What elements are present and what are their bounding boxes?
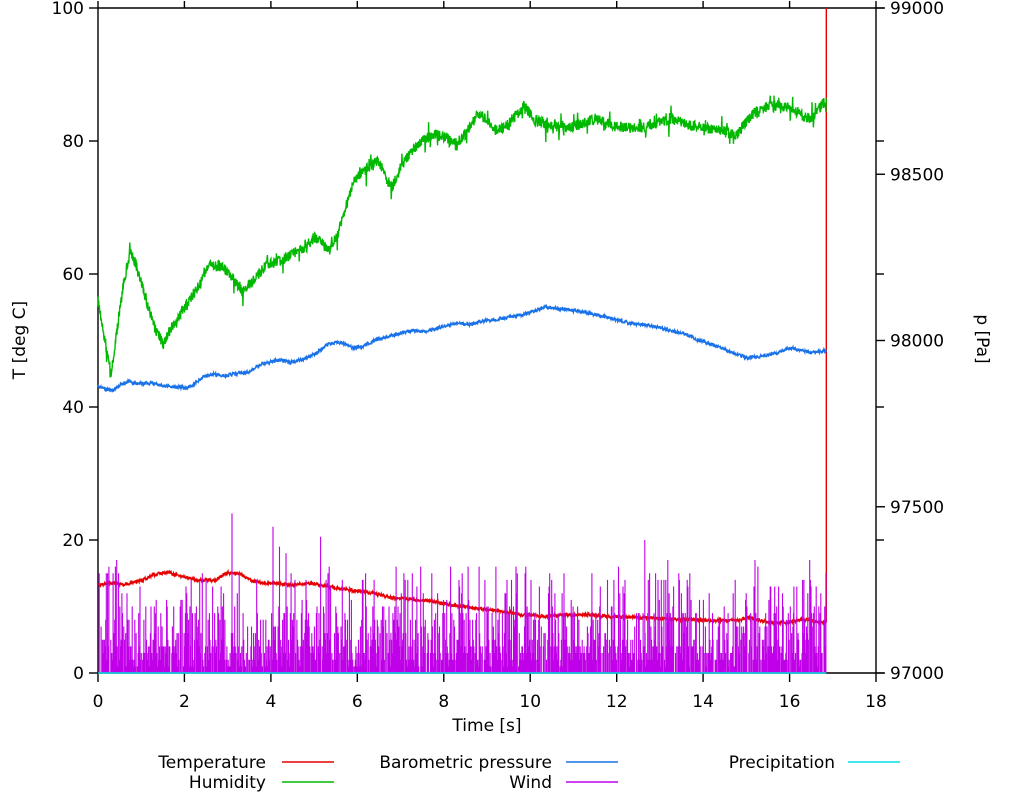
legend-label: Precipitation bbox=[729, 753, 835, 773]
legend-label: Humidity bbox=[189, 773, 266, 793]
x-tick-label: 2 bbox=[179, 692, 190, 712]
y-left-tick-label: 80 bbox=[62, 132, 84, 152]
series-barometric-pressure bbox=[97, 303, 827, 393]
y-left-tick-label: 60 bbox=[62, 265, 84, 285]
x-tick-label: 12 bbox=[606, 692, 628, 712]
y-right-tick-label: 98500 bbox=[890, 165, 944, 185]
legend-item-barometric-pressure: Barometric pressure bbox=[379, 753, 618, 773]
plot-series bbox=[97, 8, 827, 674]
y-right-tick-label: 98000 bbox=[890, 332, 944, 352]
y-left-tick-label: 40 bbox=[62, 398, 84, 418]
x-tick-label: 8 bbox=[438, 692, 449, 712]
x-tick-label: 0 bbox=[93, 692, 104, 712]
x-tick-label: 10 bbox=[519, 692, 541, 712]
legend-label: Barometric pressure bbox=[379, 753, 552, 773]
y-right-tick-label: 99000 bbox=[890, 0, 944, 19]
series-humidity bbox=[97, 95, 827, 378]
series-wind bbox=[98, 513, 827, 673]
axes bbox=[89, 1, 885, 682]
x-tick-label: 14 bbox=[692, 692, 714, 712]
y-left-tick-label: 0 bbox=[73, 664, 84, 684]
x-tick-label: 16 bbox=[779, 692, 801, 712]
y-right-tick-label: 97000 bbox=[890, 664, 944, 684]
x-tick-label: 6 bbox=[352, 692, 363, 712]
y-right-tick-label: 97500 bbox=[890, 498, 944, 518]
x-tick-label: 18 bbox=[865, 692, 887, 712]
axis-tick-labels: 0 2 4 6 8 10 12 14 16 18 0 20 40 60 80 100 97000 97500 980… bbox=[52, 0, 945, 712]
y-axis-title-left: T [deg C] bbox=[10, 301, 30, 380]
y-axis-title-right: p [Pa] bbox=[972, 314, 992, 363]
x-axis-title: Time [s] bbox=[451, 716, 521, 736]
legend-label: Wind bbox=[509, 773, 552, 793]
legend-item-temperature: Temperature bbox=[157, 753, 334, 773]
y-left-tick-label: 20 bbox=[62, 531, 84, 551]
x-tick-label: 4 bbox=[265, 692, 276, 712]
y-left-tick-label: 100 bbox=[52, 0, 84, 19]
legend-label: Temperature bbox=[157, 753, 266, 773]
legend-item-humidity: Humidity bbox=[189, 773, 334, 793]
legend-item-precipitation: Precipitation bbox=[729, 753, 900, 773]
legend-item-wind: Wind bbox=[509, 773, 618, 793]
